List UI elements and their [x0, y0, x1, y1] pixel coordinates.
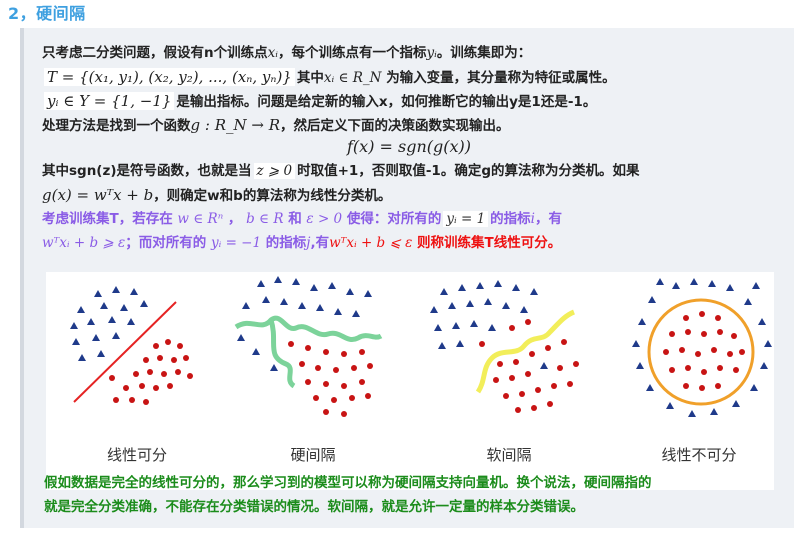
text: 其中	[296, 70, 324, 86]
text: 其中sgn(z)是符号函数，也就是当	[42, 163, 252, 179]
summary-line-1: 假如数据是完全的线性可分的，那么学习到的模型可以称为硬间隔支持向量机。换个说法，…	[44, 475, 652, 491]
summary-line-2: 就是完全分类准确，不能存在分类错误的情况。软间隔，就是允许一定量的样本分类错误。	[44, 499, 584, 515]
math-xi: xᵢ	[267, 45, 278, 61]
dots	[479, 319, 579, 413]
text: 考虑训练集T，若存在	[42, 211, 173, 227]
orange-circle-boundary	[647, 298, 755, 406]
line-2: T = {(x₁, y₁), (x₂, y₂), ..., (xₙ, yₙ)} 其…	[42, 66, 616, 89]
decision-function: f(x) = sgn(g(x))	[347, 137, 471, 156]
math: yᵢ = −1	[210, 235, 262, 251]
label-soft-margin: 软间隔	[486, 446, 532, 464]
panel-soft-margin	[430, 280, 579, 413]
math: b ∈ R	[246, 211, 284, 227]
line-9: wᵀxᵢ + b ⩾ ε；而对所有的 yᵢ = −1 的指标j,有wᵀxᵢ + …	[42, 232, 561, 254]
text: 使得：对所有的	[346, 211, 442, 227]
line-4: 处理方法是找到一个函数g : R_N → R，然后定义下面的决策函数实现输出。	[42, 114, 510, 137]
text: 的指标	[490, 211, 531, 227]
math: wᵀxᵢ + b ⩽ ε	[329, 235, 413, 251]
text: 是输出指标。问题是给定新的输入x，如何推断它的输出y是1还是-1。	[176, 94, 597, 110]
text: 为输入变量，其分量称为特征或属性。	[386, 70, 616, 86]
text: 只考虑二分类问题，假设有n个训练点	[42, 45, 268, 61]
text: ，每个训练点有一个指标	[277, 45, 427, 61]
svm-illustration: 线性可分 硬间隔 软间隔 线性不可分	[46, 272, 774, 490]
math-input-space: xᵢ ∈ R_N	[323, 70, 382, 86]
text: 的指标	[265, 235, 307, 251]
text: ，则确定w和b的算法称为线性分类机。	[153, 188, 392, 204]
math: j	[306, 235, 311, 251]
text: 处理方法是找到一个函数	[42, 118, 191, 134]
math: yᵢ = 1	[443, 211, 489, 227]
triangles	[70, 286, 148, 361]
math-output-set: yᵢ ∈ Y = {1, −1}	[44, 92, 175, 110]
math-yi: yᵢ	[426, 45, 437, 61]
green-boundary-branch	[268, 319, 296, 389]
line-6: 其中sgn(z)是符号函数，也就是当 z ⩾ 0 时取值+1，否则取值-1。确定g的…	[42, 160, 640, 182]
math-linear-g: g(x) = wᵀx + b	[42, 186, 154, 204]
text: 和	[288, 211, 302, 227]
yellow-boundary	[475, 309, 576, 394]
text: ，有	[535, 211, 562, 227]
math: w ∈ Rⁿ	[177, 211, 224, 227]
svm-figure-svg	[70, 276, 772, 417]
math: ε > 0	[306, 211, 343, 227]
panel-linear-separable	[70, 286, 193, 405]
line-7: g(x) = wᵀx + b，则确定w和b的算法称为线性分类机。	[42, 184, 391, 207]
text: 则称训练集T线性可分。	[417, 235, 562, 251]
math: wᵀxᵢ + b ⩾ ε	[42, 235, 126, 251]
dots	[663, 311, 745, 391]
section-heading: 2，硬间隔	[8, 4, 86, 23]
text: ,有	[310, 235, 330, 251]
math-function-g: g : R_N → R	[190, 116, 281, 134]
green-boundary	[234, 315, 383, 342]
label-not-linearly-separable: 线性不可分	[661, 446, 737, 464]
label-linear-separable: 线性可分	[106, 446, 167, 464]
label-hard-margin: 硬间隔	[290, 446, 336, 464]
line-3: yᵢ ∈ Y = {1, −1} 是输出指标。问题是给定新的输入x，如何推断它的输…	[42, 90, 596, 113]
math-training-set: T = {(x₁, y₁), (x₂, y₂), ..., (xₙ, yₙ)}	[44, 68, 295, 86]
math-z-condition: z ⩾ 0	[253, 163, 296, 179]
dots	[109, 339, 193, 405]
line-8: 考虑训练集T，若存在 w ∈ Rⁿ ， b ∈ R 和 ε > 0 使得：对所有…	[42, 208, 562, 230]
math: i	[530, 211, 535, 227]
panel-not-linearly-separable	[632, 278, 772, 417]
text: ；而对所有的	[125, 235, 207, 251]
line-1: 只考虑二分类问题，假设有n个训练点xᵢ，每个训练点有一个指标yᵢ。训练集即为：	[42, 42, 531, 64]
text: ，	[227, 211, 242, 227]
text: 。训练集即为：	[436, 45, 532, 61]
separating-line	[73, 301, 177, 403]
dots	[288, 341, 373, 417]
text: ，然后定义下面的决策函数实现输出。	[280, 118, 510, 134]
panel-hard-margin	[234, 276, 383, 417]
text: 时取值+1，否则取值-1。确定g的算法称为分类机。如果	[297, 163, 640, 179]
blockquote-panel: 只考虑二分类问题，假设有n个训练点xᵢ，每个训练点有一个指标yᵢ。训练集即为： …	[20, 28, 794, 528]
